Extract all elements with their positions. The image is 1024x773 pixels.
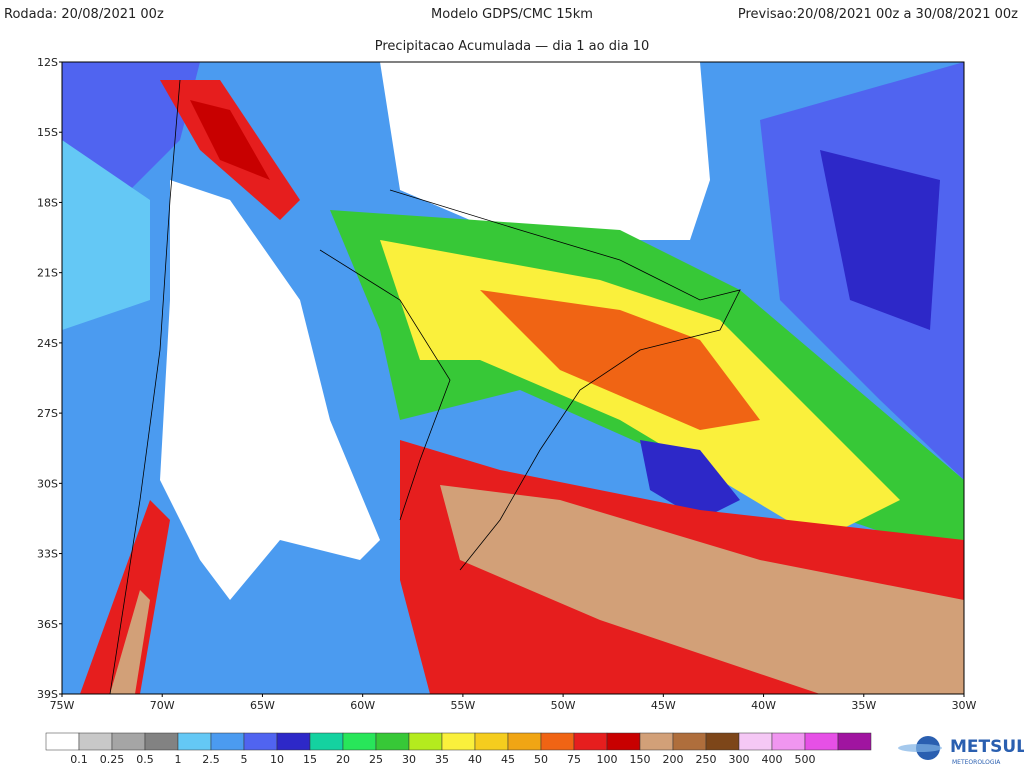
color-swatch: [606, 732, 641, 751]
color-swatch: [408, 732, 443, 751]
map: [61, 61, 965, 695]
map-frame: [61, 61, 965, 695]
color-swatch: [474, 732, 509, 751]
lon-label: 40W: [751, 699, 776, 712]
color-swatch: [309, 732, 344, 751]
dry-area: [380, 62, 710, 240]
color-label: 45: [501, 753, 515, 766]
color-swatch: [639, 732, 674, 751]
logo-name: METSUL: [950, 737, 1024, 757]
color-label: 150: [630, 753, 651, 766]
lat-label: 15S: [37, 126, 58, 139]
color-label: 35: [435, 753, 449, 766]
border: [109, 79, 181, 694]
forecast-label: Previsao:20/08/2021 00z a 30/08/2021 00z: [738, 7, 1018, 22]
color-label: 500: [795, 753, 816, 766]
color-swatch: [342, 732, 377, 751]
color-label: 15: [303, 753, 317, 766]
color-swatch: [177, 732, 212, 751]
color-swatch: [771, 732, 806, 751]
color-swatch: [45, 732, 80, 751]
color-label: 0.1: [70, 753, 88, 766]
color-label: 250: [696, 753, 717, 766]
color-swatch: [144, 732, 179, 751]
lat-label: 30S: [37, 477, 58, 490]
color-swatch: [243, 732, 278, 751]
lat-label: 12S: [37, 56, 58, 69]
lon-label: 30W: [952, 699, 977, 712]
lon-label: 50W: [551, 699, 576, 712]
logo: METSUL METEOROLOGIA: [898, 736, 1024, 766]
precip-area: [640, 440, 740, 520]
lon-label: 75W: [50, 699, 75, 712]
color-swatch: [573, 732, 608, 751]
color-swatch: [111, 732, 146, 751]
color-swatch: [276, 732, 311, 751]
subtitle: Precipitacao Acumulada — dia 1 ao dia 10: [375, 39, 650, 54]
color-label: 20: [336, 753, 350, 766]
precip-area: [480, 290, 760, 430]
color-label: 75: [567, 753, 581, 766]
color-label: 50: [534, 753, 548, 766]
color-swatch: [507, 732, 542, 751]
lat-label: 18S: [37, 196, 58, 209]
lon-label: 55W: [450, 699, 475, 712]
model-label: Modelo GDPS/CMC 15km: [431, 7, 593, 22]
color-swatch: [804, 732, 839, 751]
lon-label: 35W: [851, 699, 876, 712]
color-swatch: [672, 732, 707, 751]
color-label: 200: [663, 753, 684, 766]
color-label: 0.25: [100, 753, 125, 766]
color-label: 300: [729, 753, 750, 766]
logo-swoosh: [898, 744, 942, 752]
precip-area: [190, 100, 270, 180]
color-label: 0.5: [136, 753, 154, 766]
color-label: 5: [241, 753, 248, 766]
color-swatch: [78, 732, 113, 751]
color-label: 2.5: [202, 753, 220, 766]
lat-label: 33S: [37, 548, 58, 561]
lat-label: 39S: [37, 688, 58, 701]
lon-label: 60W: [350, 699, 375, 712]
precip-area: [440, 485, 964, 694]
color-label: 400: [762, 753, 783, 766]
lat-label: 36S: [37, 618, 58, 631]
lon-label: 45W: [651, 699, 676, 712]
border: [319, 249, 451, 521]
color-label: 100: [597, 753, 618, 766]
color-swatch: [210, 732, 245, 751]
precip-area: [62, 140, 150, 330]
color-swatch: [738, 732, 773, 751]
lon-label: 65W: [250, 699, 275, 712]
run-label: Rodada: 20/08/2021 00z: [4, 7, 164, 22]
color-label: 1: [175, 753, 182, 766]
color-label: 10: [270, 753, 284, 766]
lat-label: 24S: [37, 337, 58, 350]
logo-tagline: METEOROLOGIA: [952, 759, 1001, 766]
color-label: 30: [402, 753, 416, 766]
dry-area: [160, 180, 380, 600]
lon-label: 70W: [150, 699, 175, 712]
lat-label: 21S: [37, 267, 58, 280]
color-label: 40: [468, 753, 482, 766]
coastline: [389, 189, 741, 571]
lat-label: 27S: [37, 407, 58, 420]
precip-area: [820, 150, 940, 330]
color-swatch: [837, 732, 872, 751]
color-swatch: [375, 732, 410, 751]
color-swatch: [705, 732, 740, 751]
precip-area: [110, 590, 150, 694]
color-label: 25: [369, 753, 383, 766]
color-swatch: [540, 732, 575, 751]
color-swatch: [441, 732, 476, 751]
